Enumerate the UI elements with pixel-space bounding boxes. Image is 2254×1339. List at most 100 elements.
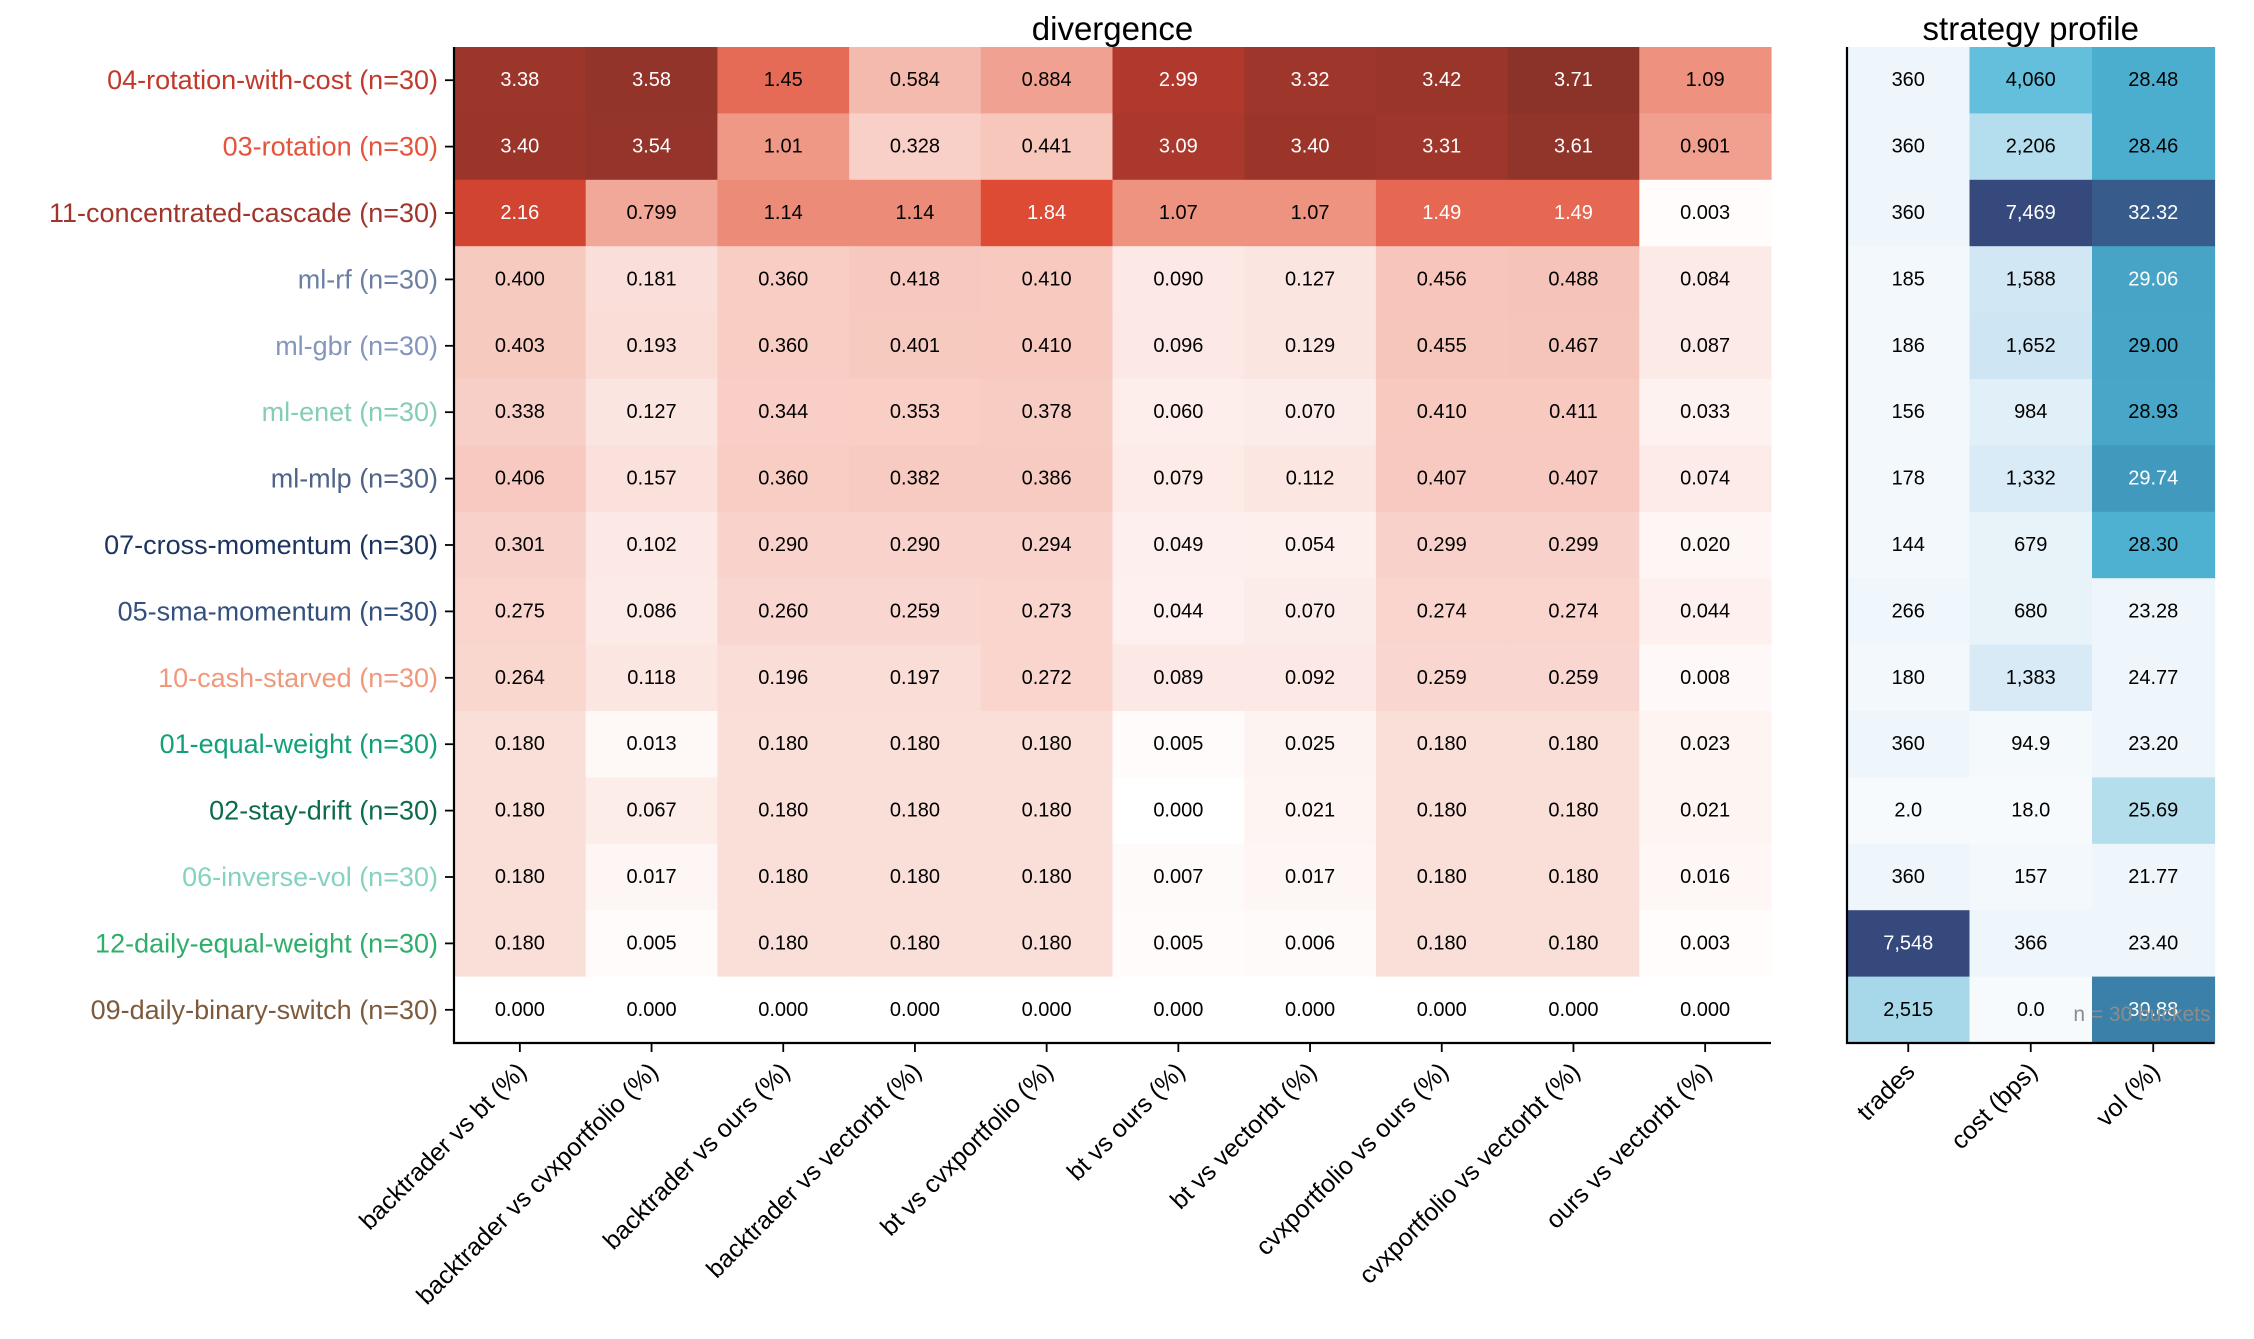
divergence-cell-label: 0.197 bbox=[890, 667, 940, 689]
divergence-cell bbox=[1244, 644, 1377, 712]
profile-cell-label: 21.77 bbox=[2128, 866, 2178, 888]
divergence-cell bbox=[1375, 976, 1509, 1044]
divergence-cell bbox=[980, 379, 1114, 446]
divergence-cell bbox=[585, 246, 718, 314]
divergence-cell bbox=[1112, 910, 1245, 978]
divergence-cell-label: 3.61 bbox=[1554, 136, 1593, 158]
profile-cell bbox=[1847, 445, 1971, 513]
divergence-cell bbox=[585, 312, 718, 380]
profile-cell-label: 24.77 bbox=[2128, 667, 2178, 689]
divergence-cell bbox=[717, 910, 850, 978]
divergence-cell-label: 2.16 bbox=[500, 202, 539, 224]
divergence-cell-label: 3.09 bbox=[1159, 136, 1198, 158]
profile-cell-label: 2,515 bbox=[1883, 999, 1933, 1021]
divergence-cell bbox=[717, 578, 850, 646]
divergence-cell-label: 0.180 bbox=[890, 932, 940, 954]
divergence-cell bbox=[1639, 910, 1772, 978]
divergence-cell-label: 0.060 bbox=[1153, 401, 1203, 423]
divergence-cell-label: 0.025 bbox=[1285, 733, 1335, 755]
divergence-cell-label: 3.58 bbox=[632, 69, 671, 91]
divergence-cell bbox=[1639, 47, 1772, 114]
divergence-cell bbox=[717, 246, 850, 314]
divergence-cell bbox=[1639, 711, 1772, 778]
divergence-cell-label: 0.275 bbox=[495, 600, 545, 622]
row-label: 05-sma-momentum (n=30) bbox=[118, 596, 438, 626]
divergence-cell bbox=[1375, 445, 1509, 513]
divergence-cell bbox=[980, 312, 1114, 380]
divergence-cell bbox=[1639, 511, 1772, 579]
profile-cell-label: 185 bbox=[1892, 268, 1925, 290]
divergence-cell bbox=[980, 511, 1114, 579]
row-label: 12-daily-equal-weight (n=30) bbox=[95, 928, 438, 958]
profile-cell bbox=[1969, 47, 2093, 114]
divergence-cell-label: 0.799 bbox=[627, 202, 677, 224]
divergence-column-label: bt vs ours (%) bbox=[1062, 1057, 1191, 1186]
divergence-cell-label: 0.406 bbox=[495, 468, 545, 490]
divergence-cell-label: 1.07 bbox=[1291, 202, 1330, 224]
divergence-cell-label: 0.411 bbox=[1549, 401, 1598, 423]
profile-cell bbox=[1847, 777, 1971, 845]
divergence-cell bbox=[1639, 777, 1772, 845]
divergence-cell bbox=[585, 47, 718, 114]
divergence-cell bbox=[1375, 47, 1509, 114]
divergence-cell-label: 0.000 bbox=[758, 999, 808, 1021]
profile-cell bbox=[2092, 312, 2216, 380]
divergence-cell bbox=[454, 711, 587, 778]
profile-cell bbox=[2092, 578, 2216, 646]
profile-cell bbox=[2092, 445, 2216, 513]
divergence-cell bbox=[1375, 312, 1509, 380]
profile-column-label: trades bbox=[1852, 1057, 1921, 1126]
divergence-cell bbox=[717, 511, 850, 579]
profile-cell bbox=[1969, 113, 2093, 181]
profile-cell-label: 2,206 bbox=[2006, 136, 2056, 158]
profile-cell-label: 2.0 bbox=[1894, 800, 1922, 822]
divergence-cell-label: 0.070 bbox=[1285, 600, 1335, 622]
divergence-cell-label: 0.264 bbox=[495, 667, 545, 689]
profile-cell bbox=[1847, 910, 1971, 978]
row-label: 09-daily-binary-switch (n=30) bbox=[91, 995, 438, 1025]
profile-cell-label: 266 bbox=[1892, 600, 1925, 622]
divergence-cell bbox=[1112, 445, 1245, 513]
divergence-cell bbox=[1507, 777, 1640, 845]
divergence-cell bbox=[1375, 511, 1509, 579]
profile-cell-label: 0.0 bbox=[2017, 999, 2045, 1021]
divergence-cell bbox=[454, 843, 587, 911]
divergence-cell bbox=[1244, 47, 1377, 114]
divergence-cell-label: 0.401 bbox=[890, 335, 940, 357]
divergence-cell bbox=[1639, 312, 1772, 380]
profile-cell bbox=[1969, 777, 2093, 845]
profile-cell bbox=[1969, 511, 2093, 579]
divergence-cell bbox=[1375, 246, 1509, 314]
divergence-cell-label: 1.49 bbox=[1422, 202, 1461, 224]
profile-cell-label: 1,332 bbox=[2006, 468, 2056, 490]
divergence-cell-label: 0.180 bbox=[758, 932, 808, 954]
divergence-cell bbox=[980, 976, 1114, 1044]
divergence-cell bbox=[1507, 113, 1640, 181]
profile-cell bbox=[1969, 445, 2093, 513]
divergence-cell bbox=[717, 445, 850, 513]
axis-spine bbox=[1845, 47, 2215, 1045]
divergence-cell-label: 0.016 bbox=[1680, 866, 1730, 888]
divergence-cell bbox=[1507, 179, 1640, 247]
divergence-cell bbox=[849, 976, 982, 1044]
divergence-cell bbox=[454, 644, 587, 712]
divergence-cell bbox=[1112, 976, 1245, 1044]
profile-cell-label: 94.9 bbox=[2011, 733, 2050, 755]
divergence-cell-label: 1.09 bbox=[1686, 69, 1725, 91]
profile-cell bbox=[1847, 47, 1971, 114]
divergence-cell bbox=[849, 246, 982, 314]
divergence-cell-label: 3.31 bbox=[1422, 136, 1461, 158]
divergence-cell bbox=[1244, 976, 1377, 1044]
profile-cell-label: 23.20 bbox=[2128, 733, 2178, 755]
profile-cell bbox=[1847, 179, 1971, 247]
profile-cell bbox=[1847, 644, 1971, 712]
divergence-cell bbox=[1639, 976, 1772, 1044]
divergence-cell-label: 0.023 bbox=[1680, 733, 1730, 755]
divergence-cell-label: 0.017 bbox=[1285, 866, 1335, 888]
divergence-cell bbox=[585, 179, 718, 247]
divergence-cell bbox=[1639, 578, 1772, 646]
divergence-cell-label: 3.54 bbox=[632, 136, 671, 158]
divergence-cell bbox=[1639, 843, 1772, 911]
divergence-cell-label: 0.102 bbox=[627, 534, 677, 556]
divergence-cell-label: 0.033 bbox=[1680, 401, 1730, 423]
